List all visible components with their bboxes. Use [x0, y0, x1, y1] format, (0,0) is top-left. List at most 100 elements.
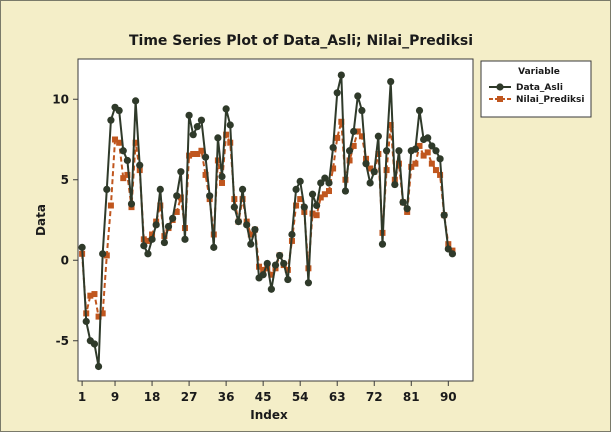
data-point-data_asli — [276, 251, 284, 260]
legend-label: Nilai_Prediksi — [516, 95, 584, 105]
data-point-data_asli — [90, 340, 99, 348]
data-point-data_asli — [436, 155, 444, 163]
data-point-data_asli — [428, 142, 436, 150]
data-point-data_asli — [333, 89, 341, 97]
data-point-data_asli — [267, 285, 275, 293]
data-point-nilai_prediksi — [173, 208, 180, 215]
data-point-nilai_prediksi — [297, 196, 304, 203]
data-point-data_asli — [448, 250, 457, 258]
data-point-nilai_prediksi — [194, 150, 201, 157]
data-point-data_asli — [366, 179, 374, 187]
data-point-data_asli — [337, 71, 345, 79]
data-point-data_asli — [284, 275, 292, 284]
data-point-nilai_prediksi — [95, 313, 102, 320]
data-point-nilai_prediksi — [219, 179, 226, 186]
data-point-nilai_prediksi — [223, 131, 230, 138]
data-point-data_asli — [374, 132, 382, 140]
data-point-data_asli — [395, 147, 403, 155]
legend-items: Data_Asli Nilai_Prediksi — [489, 83, 584, 105]
y-tick-label: 10 — [52, 92, 69, 106]
data-point-data_asli — [288, 230, 296, 239]
data-point-data_asli — [341, 187, 350, 195]
data-point-data_asli — [164, 222, 173, 231]
data-point-data_asli — [308, 190, 317, 198]
data-point-data_asli — [185, 111, 193, 119]
data-point-data_asli — [378, 240, 387, 248]
data-point-data_asli — [144, 250, 152, 258]
data-point-nilai_prediksi — [313, 212, 320, 219]
data-point-data_asli — [350, 127, 358, 136]
data-point-nilai_prediksi — [239, 196, 246, 203]
data-point-nilai_prediksi — [186, 152, 193, 159]
legend: Variable Data_Asli Nilai_Prediksi — [480, 60, 592, 118]
legend-title: Variable — [518, 67, 560, 77]
data-point-nilai_prediksi — [103, 252, 110, 259]
data-point-data_asli — [234, 218, 243, 226]
data-point-data_asli — [123, 156, 131, 165]
data-point-data_asli — [345, 147, 354, 155]
data-point-data_asli — [304, 279, 313, 287]
data-point-data_asli — [399, 198, 407, 206]
data-point-data_asli — [189, 131, 197, 139]
data-point-nilai_prediksi — [120, 175, 127, 182]
data-point-nilai_prediksi — [247, 231, 254, 238]
x-tick-label: 90 — [440, 390, 457, 404]
data-point-data_asli — [210, 243, 218, 251]
data-point-nilai_prediksi — [91, 291, 98, 298]
data-point-data_asli — [292, 185, 300, 194]
data-point-data_asli — [354, 92, 362, 100]
y-axis: -5 0 5 10 — [52, 92, 78, 348]
data-point-nilai_prediksi — [157, 202, 164, 209]
legend-label: Data_Asli — [516, 83, 563, 93]
data-point-data_asli — [218, 172, 226, 181]
data-point-nilai_prediksi — [424, 149, 431, 156]
data-point-nilai_prediksi — [99, 310, 106, 317]
x-tick-label: 18 — [144, 390, 161, 404]
data-point-data_asli — [177, 168, 185, 176]
data-point-data_asli — [115, 106, 123, 115]
data-point-data_asli — [181, 235, 189, 243]
data-point-data_asli — [403, 205, 411, 213]
data-point-data_asli — [140, 242, 148, 250]
x-axis-label: Index — [250, 408, 288, 422]
data-point-nilai_prediksi — [116, 139, 123, 146]
data-point-data_asli — [247, 240, 255, 248]
data-point-data_asli — [127, 200, 136, 208]
data-point-nilai_prediksi — [395, 160, 402, 167]
data-point-data_asli — [296, 177, 304, 185]
data-point-nilai_prediksi — [317, 194, 324, 201]
data-point-nilai_prediksi — [144, 237, 151, 244]
data-point-data_asli — [222, 105, 230, 113]
data-point-data_asli — [99, 250, 107, 258]
data-point-data_asli — [317, 179, 325, 187]
data-point-data_asli — [432, 147, 440, 155]
data-point-data_asli — [230, 203, 238, 211]
data-point-data_asli — [132, 97, 140, 105]
data-point-nilai_prediksi — [437, 171, 444, 178]
data-point-nilai_prediksi — [330, 165, 337, 172]
data-point-nilai_prediksi — [387, 122, 394, 129]
data-point-data_asli — [136, 161, 144, 169]
data-point-data_asli — [370, 168, 378, 176]
data-point-data_asli — [280, 259, 288, 268]
data-point-data_asli — [300, 203, 308, 211]
data-point-data_asli — [415, 106, 424, 115]
series-layer — [78, 71, 457, 371]
data-point-data_asli — [387, 77, 395, 86]
y-axis-label: Data — [34, 204, 48, 236]
data-point-nilai_prediksi — [124, 171, 131, 178]
data-point-data_asli — [411, 145, 419, 153]
data-point-data_asli — [197, 116, 206, 124]
x-tick-label: 54 — [292, 390, 309, 404]
data-point-nilai_prediksi — [420, 152, 427, 159]
data-point-nilai_prediksi — [416, 142, 423, 149]
data-point-data_asli — [444, 245, 452, 253]
chart-title: Time Series Plot of Data_Asli; Nilai_Pre… — [129, 33, 473, 49]
data-point-data_asli — [263, 259, 271, 268]
data-point-data_asli — [362, 160, 370, 168]
y-tick-label: -5 — [56, 334, 69, 348]
x-tick-label: 9 — [111, 390, 119, 404]
data-point-data_asli — [201, 153, 210, 161]
data-point-nilai_prediksi — [268, 271, 275, 278]
